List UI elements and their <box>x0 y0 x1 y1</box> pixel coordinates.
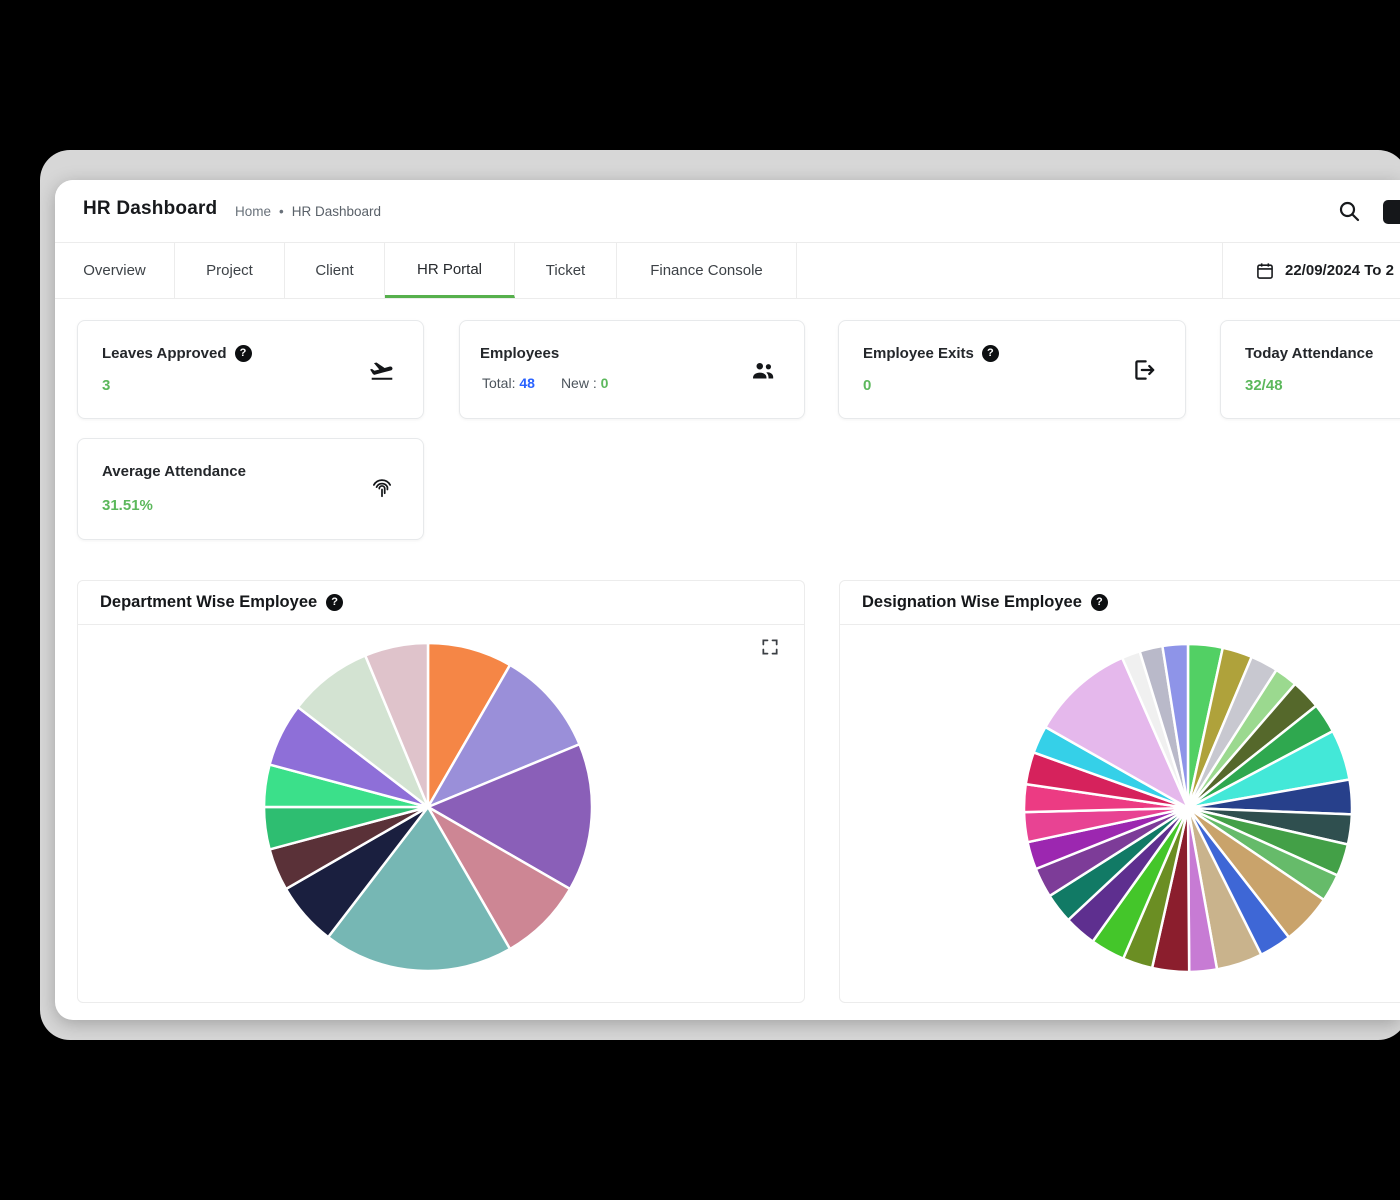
users-icon <box>750 357 776 383</box>
page-title: HR Dashboard <box>83 198 218 219</box>
fullscreen-icon[interactable] <box>760 637 780 657</box>
today-attendance-value: 32/48 <box>1245 377 1283 394</box>
employees-total-value[interactable]: 48 <box>519 375 535 391</box>
today-attendance-title: Today Attendance <box>1245 345 1374 362</box>
plane-departure-icon <box>369 357 395 383</box>
department-chart-title: Department Wise Employee <box>100 593 318 611</box>
employee-exits-title: Employee Exits <box>863 345 974 362</box>
tab-project[interactable]: Project <box>175 243 285 298</box>
help-icon[interactable]: ? <box>234 345 252 362</box>
average-attendance-title: Average Attendance <box>102 463 246 480</box>
dashboard-panel: HR Dashboard Home • HR Dashboard Overvie… <box>55 180 1400 1020</box>
breadcrumb-current: HR Dashboard <box>291 204 382 219</box>
designation-chart-title: Designation Wise Employee <box>862 593 1082 611</box>
today-attendance-card: Today Attendance 32/48 <box>1220 320 1400 419</box>
tab-ticket[interactable]: Ticket <box>515 243 617 298</box>
tab-finance-console[interactable]: Finance Console <box>617 243 797 298</box>
help-icon[interactable]: ? <box>981 345 999 362</box>
employees-stats: Total: 48 New : 0 <box>482 375 608 391</box>
designation-chart-header: Designation Wise Employee ? <box>840 581 1400 625</box>
department-pie-chart[interactable] <box>260 639 596 975</box>
search-icon[interactable] <box>1337 199 1361 223</box>
employee-exits-card: Employee Exits ? 0 <box>838 320 1186 419</box>
tab-overview[interactable]: Overview <box>55 243 175 298</box>
breadcrumb-home[interactable]: Home <box>235 204 272 219</box>
department-chart-header: Department Wise Employee ? <box>78 581 804 625</box>
leaves-approved-card: Leaves Approved ? 3 <box>77 320 424 419</box>
calendar-icon <box>1255 261 1275 281</box>
help-icon[interactable]: ? <box>1090 594 1108 611</box>
employees-title: Employees <box>480 345 560 362</box>
average-attendance-value: 31.51% <box>102 497 153 514</box>
leaves-approved-title: Leaves Approved <box>102 345 227 362</box>
designation-pie-chart[interactable] <box>1020 640 1356 976</box>
leaves-approved-value: 3 <box>102 377 111 394</box>
tab-hr-portal[interactable]: HR Portal <box>385 243 515 298</box>
designation-chart-panel: Designation Wise Employee ? <box>839 580 1400 1003</box>
date-range-text: 22/09/2024 To 2 <box>1285 262 1394 279</box>
fingerprint-icon <box>369 475 395 501</box>
department-chart-panel: Department Wise Employee ? <box>77 580 805 1003</box>
employees-total-label: Total: <box>482 375 516 391</box>
sign-out-icon <box>1131 357 1157 383</box>
header: HR Dashboard Home • HR Dashboard <box>55 180 1400 242</box>
breadcrumb: Home • HR Dashboard <box>235 204 381 219</box>
breadcrumb-separator: • <box>279 204 284 219</box>
help-icon[interactable]: ? <box>326 594 344 611</box>
employee-exits-value: 0 <box>863 377 872 394</box>
tab-bar: Overview Project Client HR Portal Ticket… <box>55 242 1400 299</box>
chat-icon[interactable] <box>1383 200 1400 224</box>
tab-client[interactable]: Client <box>285 243 385 298</box>
average-attendance-card: Average Attendance 31.51% <box>77 438 424 540</box>
employees-new-value[interactable]: 0 <box>600 375 609 391</box>
employees-new-label: New : <box>560 375 597 391</box>
employees-card: Employees Total: 48 New : 0 <box>459 320 805 419</box>
date-range-picker[interactable]: 22/09/2024 To 2 <box>1222 243 1400 298</box>
